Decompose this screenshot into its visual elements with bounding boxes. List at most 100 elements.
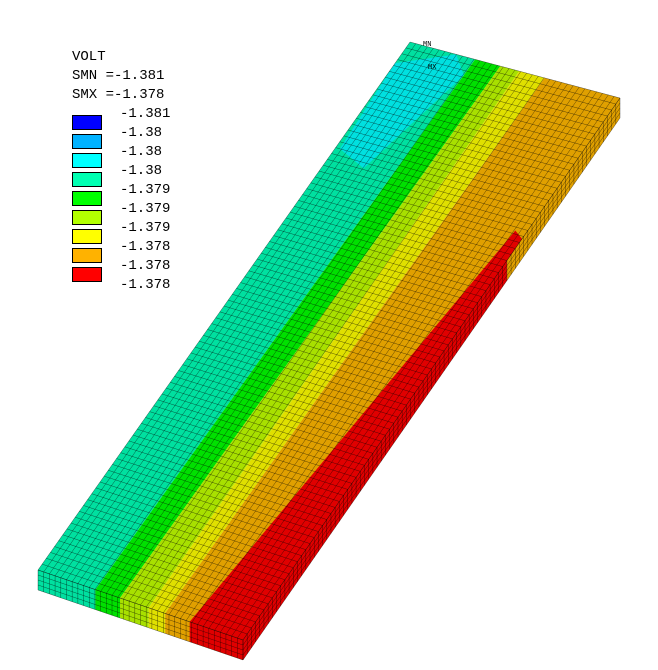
mesh-line — [128, 440, 336, 508]
top-face-band — [165, 77, 620, 641]
mesh-line — [294, 206, 503, 267]
legend-swatch — [72, 134, 102, 149]
mesh-line — [120, 452, 327, 520]
mesh-line — [99, 481, 306, 550]
mesh-line — [108, 470, 315, 538]
mesh-line — [178, 370, 386, 436]
mesh-line — [207, 329, 415, 394]
mesh-line — [327, 159, 537, 219]
legend-swatch — [72, 210, 102, 225]
mesh-line — [306, 188, 516, 249]
mesh-line — [401, 53, 612, 111]
mesh-line — [91, 493, 298, 562]
mesh-line — [95, 487, 302, 556]
mesh-line — [79, 511, 285, 581]
mesh-line — [240, 282, 449, 346]
mesh-line — [256, 258, 466, 322]
legend-entry: -1.379 — [72, 200, 202, 225]
mesh-line — [372, 94, 583, 153]
mesh-line — [273, 235, 482, 297]
legend-swatch — [72, 248, 102, 263]
mesh-line — [42, 563, 248, 635]
mesh-line — [104, 475, 311, 544]
mesh-line — [116, 458, 323, 526]
mesh-line — [242, 112, 621, 656]
mesh-line — [50, 552, 256, 623]
mesh-line — [343, 135, 554, 195]
mesh-line — [236, 288, 445, 352]
legend-entry: -1.38 — [72, 143, 202, 168]
mesh-line — [75, 516, 281, 587]
mesh-line — [281, 223, 491, 285]
mesh-line — [277, 229, 487, 291]
mesh-line — [174, 376, 382, 442]
contour-legend: VOLT SMN =-1.381 SMX =-1.378 -1.381 -1.38… — [72, 48, 170, 295]
mesh-line — [360, 112, 570, 171]
mesh-line — [405, 47, 616, 105]
mesh-line — [356, 118, 566, 177]
mesh-line — [261, 252, 470, 316]
mesh-line — [194, 346, 403, 412]
max-marker: MX — [428, 64, 437, 72]
mesh-line — [347, 129, 558, 189]
mesh-line — [153, 405, 361, 472]
mesh-line — [397, 59, 608, 117]
mesh-line — [132, 434, 340, 502]
mesh-line — [145, 417, 352, 484]
mesh-line — [310, 182, 520, 243]
legend-swatch — [72, 229, 102, 244]
mesh-line — [112, 464, 319, 532]
mesh-line — [70, 522, 277, 593]
mesh-line — [302, 194, 512, 255]
legend-entry: -1.379 — [72, 219, 202, 244]
mesh-line — [364, 106, 574, 165]
legend-entry: -1.378 — [72, 238, 202, 263]
min-marker: MN — [423, 41, 431, 49]
legend-value: -1.381 — [120, 106, 171, 122]
mesh-line — [269, 241, 478, 303]
mesh-line — [37, 584, 244, 656]
legend-entry: -1.378 — [72, 257, 202, 282]
mesh-line — [290, 211, 499, 273]
top-face-band-red — [189, 230, 522, 640]
legend-value: -1.38 — [120, 125, 163, 141]
mesh-line — [252, 264, 461, 328]
top-face-band-cyan — [339, 54, 464, 169]
legend-entry: -1.379 — [72, 181, 202, 206]
legend-value: -1.378 — [120, 239, 171, 255]
mesh-line — [376, 88, 587, 147]
mesh-line — [389, 71, 600, 129]
top-face-band — [148, 71, 545, 614]
mesh-line — [242, 97, 621, 641]
legend-value: -1.379 — [120, 201, 171, 217]
legend-value: -1.38 — [120, 144, 163, 160]
legend-title: VOLT — [72, 49, 106, 65]
mesh-line — [54, 546, 260, 617]
mesh-line — [149, 411, 357, 478]
mesh-line — [232, 294, 440, 358]
mesh-line — [314, 176, 524, 237]
mesh-line — [166, 387, 373, 454]
mesh-line — [223, 305, 432, 370]
mesh-line — [190, 352, 399, 418]
mesh-line — [385, 76, 595, 135]
mesh-line — [211, 323, 420, 388]
mesh-line — [46, 558, 252, 629]
mesh-line — [170, 382, 378, 448]
mesh-line — [323, 164, 533, 225]
mesh-line — [186, 358, 394, 424]
legend-smx: SMX =-1.378 — [72, 87, 165, 103]
mesh-line — [331, 153, 541, 213]
mesh-line — [219, 311, 428, 376]
mesh-line — [242, 102, 621, 646]
mesh-line — [87, 499, 294, 568]
mesh-line — [228, 299, 436, 364]
legend-value: -1.379 — [120, 182, 171, 198]
legend-entry: -1.38 — [72, 162, 202, 187]
mesh-line — [37, 569, 244, 641]
legend-swatch — [72, 267, 102, 282]
mesh-line — [265, 247, 474, 310]
mesh-line — [368, 100, 579, 159]
mesh-line — [393, 65, 604, 123]
mesh-line — [182, 364, 390, 430]
